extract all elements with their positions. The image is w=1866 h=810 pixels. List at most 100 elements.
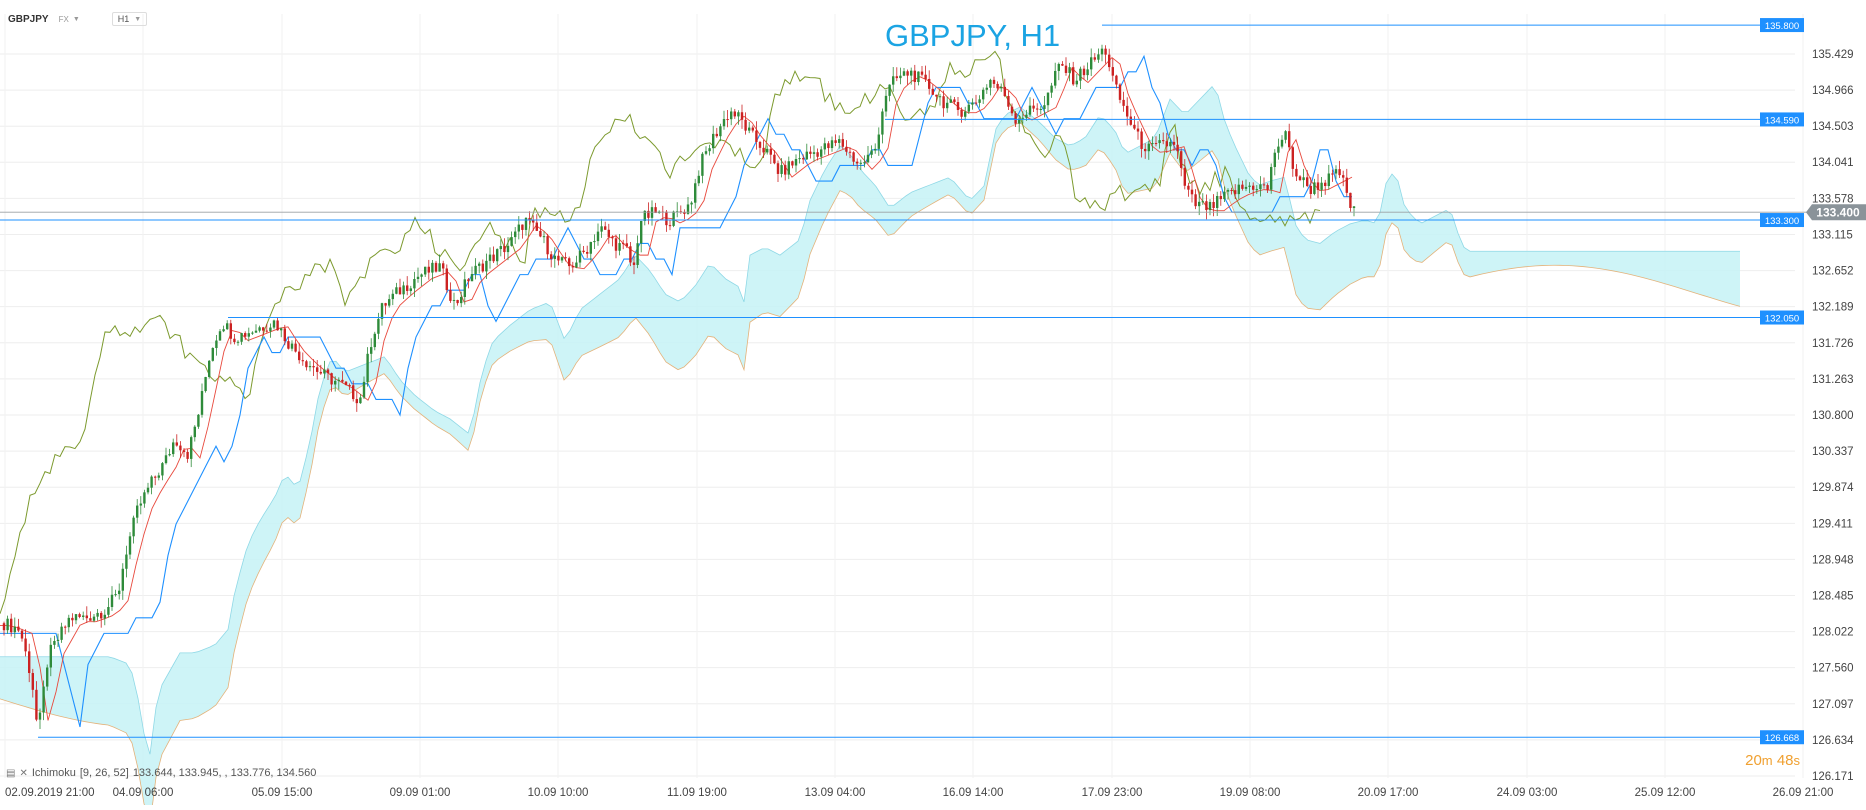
chart-toolbar: GBPJPY FX ▼ H1 ▼ [8, 10, 148, 28]
cloud-segment [774, 252, 780, 317]
symbol-label[interactable]: GBPJPY [8, 13, 49, 25]
candle-body [712, 133, 715, 149]
cloud-segment [1080, 136, 1086, 168]
cloud-segment [666, 294, 672, 366]
candle-body [359, 397, 362, 404]
candle-body [312, 366, 315, 368]
x-tick-label: 19.09 08:00 [1220, 787, 1281, 799]
cloud-segment [876, 186, 882, 228]
x-tick-label: 04.09 06:00 [113, 787, 174, 799]
cloud-segment [120, 660, 126, 733]
candle-body [449, 290, 452, 301]
cloud-segment [1158, 114, 1164, 181]
market-selector[interactable]: FX ▼ [59, 15, 80, 24]
cloud-segment [822, 164, 828, 226]
candle-body [139, 503, 142, 506]
candle-body [899, 75, 902, 79]
cloud-segment [984, 157, 990, 201]
cloud-segment [246, 535, 252, 605]
cloud-segment [1128, 149, 1134, 194]
candle-body [647, 210, 650, 218]
candle-body [416, 276, 420, 279]
cloud-segment [1206, 86, 1212, 156]
cloud-segment [1584, 251, 1590, 268]
candle-body [524, 217, 528, 230]
candle-body [445, 268, 448, 291]
candle-body [67, 617, 70, 628]
cloud-segment [1680, 251, 1686, 291]
cloud-segment [342, 368, 348, 395]
cloud-segment [672, 297, 678, 370]
cloud-segment [1050, 132, 1056, 161]
cloud-segment [474, 382, 480, 432]
candle-body [550, 254, 553, 259]
candle-body [283, 328, 286, 342]
cloud-segment [1350, 222, 1356, 285]
candle-body [290, 343, 294, 349]
cloud-segment [390, 364, 396, 390]
candle-body [496, 249, 499, 262]
candle-body [391, 293, 394, 300]
candle-body [1165, 141, 1168, 147]
candle-body [1147, 143, 1150, 152]
candle-body [982, 89, 985, 100]
chart-icon[interactable]: ▤ [6, 767, 16, 779]
candle-body [226, 323, 229, 330]
candle-body [10, 618, 13, 633]
candle-body [625, 243, 628, 247]
cloud-segment [708, 266, 714, 338]
cloud-segment [228, 596, 234, 688]
candle-body [773, 154, 776, 164]
cloud-segment [1308, 240, 1314, 310]
candle-body [485, 260, 488, 272]
cloud-segment [996, 119, 1002, 143]
candle-body [838, 139, 841, 143]
close-icon[interactable]: ✕ [19, 767, 28, 779]
y-tick-label: 134.966 [1812, 85, 1854, 97]
cloud-segment [1404, 204, 1410, 257]
timeframe-selector[interactable]: H1 ▼ [111, 12, 148, 26]
candle-body [1183, 167, 1186, 186]
candle-body [352, 385, 355, 400]
candle-body [1316, 182, 1320, 190]
cloud-segment [1146, 139, 1152, 190]
candle-body [1259, 184, 1262, 190]
candle-body [362, 381, 366, 398]
cloud-segment [1272, 178, 1278, 251]
cloud-segment [918, 187, 924, 213]
candle-body [316, 367, 319, 372]
cloud-segment [1566, 251, 1572, 266]
candle-body [596, 231, 600, 242]
cloud-segment [1440, 210, 1446, 248]
cloud-segment [1668, 251, 1674, 287]
candle-body [1108, 54, 1111, 68]
y-axis: 135.429 134.966 134.503 134.041 133.578 133.1… [1812, 49, 1854, 783]
cloud-segment [1578, 251, 1584, 267]
cloud-segment [1254, 180, 1260, 255]
candle-body [326, 369, 330, 374]
candle-body [877, 134, 880, 149]
cloud-segment [258, 514, 264, 574]
candles-group [2, 44, 1356, 729]
candle-body [1097, 54, 1100, 60]
candle-body [748, 127, 751, 131]
candle-body [704, 151, 708, 154]
candle-body [985, 87, 988, 90]
candle-body [640, 220, 643, 244]
candle-body [164, 455, 168, 464]
candle-body [913, 70, 916, 83]
candle-body [1327, 173, 1330, 187]
candle-body [632, 262, 636, 265]
cloud-segment [780, 250, 786, 317]
candle-body [265, 330, 268, 332]
cloud-segment [1554, 251, 1560, 266]
level-tag [1760, 18, 1804, 33]
cloud-segment [288, 477, 294, 523]
candle-body [380, 303, 384, 319]
cloud-segment [636, 256, 642, 326]
cloud-segment [318, 377, 324, 431]
cloud-segment [1032, 116, 1038, 139]
candle-body [398, 287, 402, 295]
